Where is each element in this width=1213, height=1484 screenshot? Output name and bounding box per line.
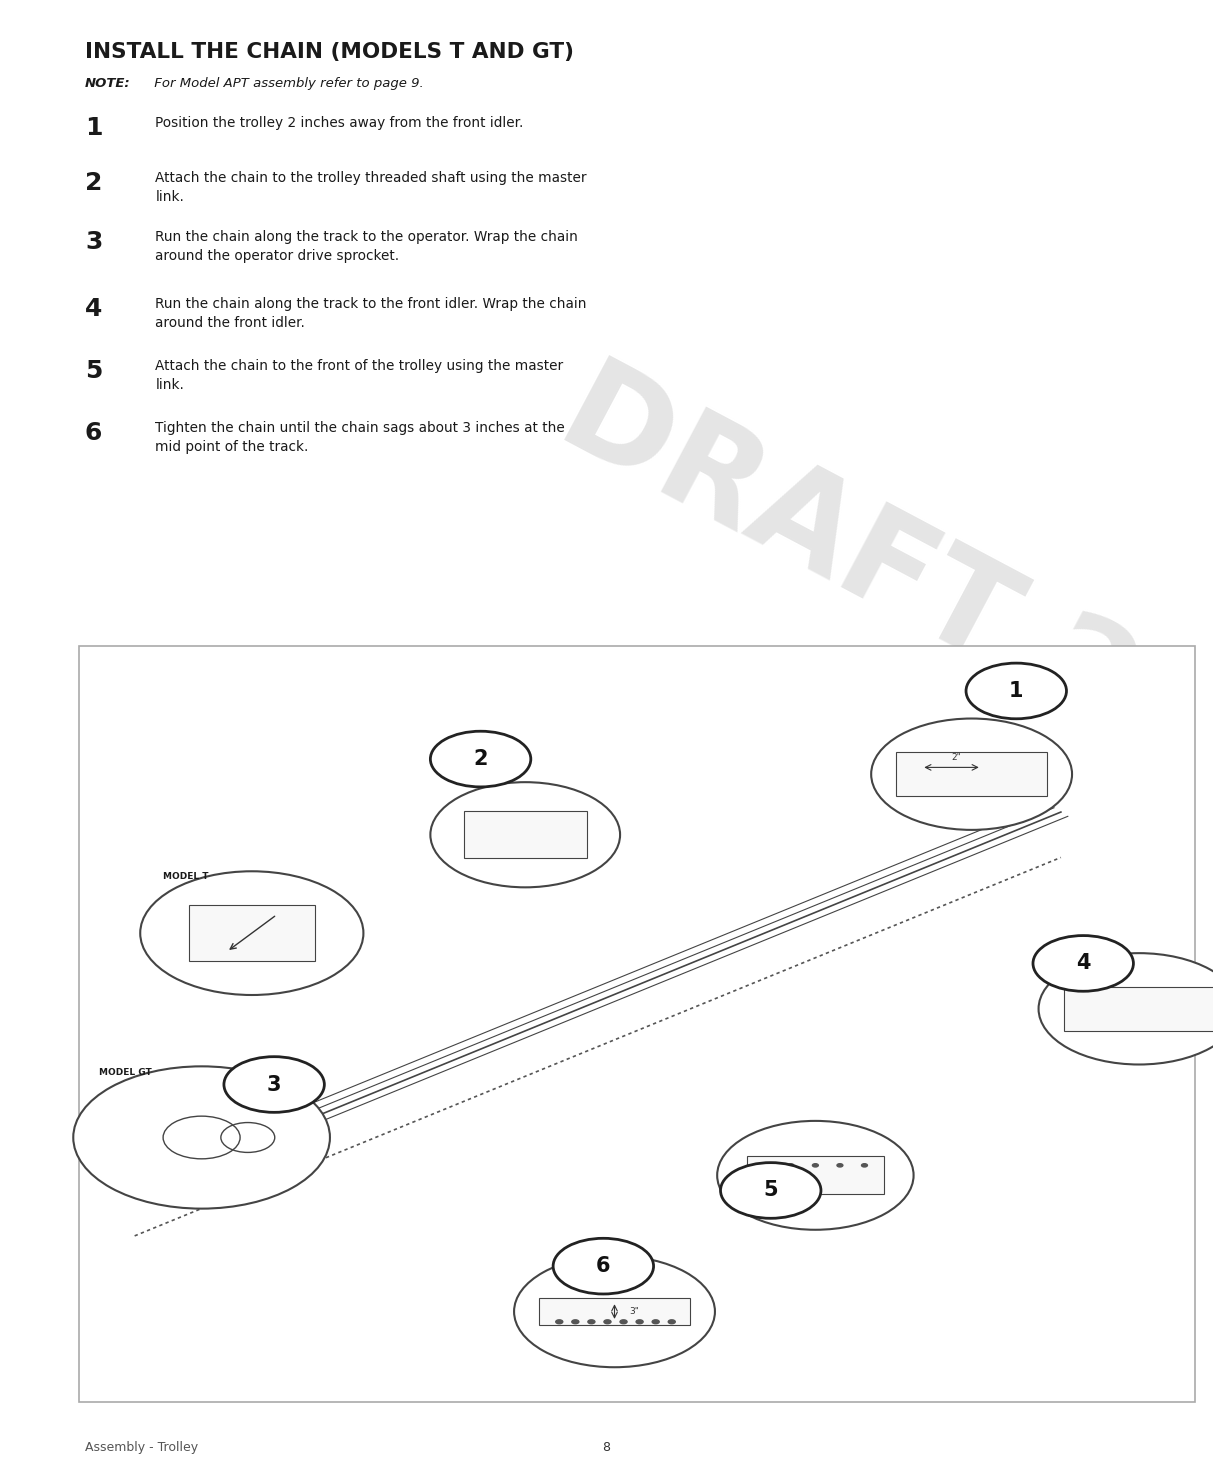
Bar xyxy=(896,752,1047,797)
Ellipse shape xyxy=(588,1319,594,1324)
Text: Run the chain along the track to the front idler. Wrap the chain
around the fron: Run the chain along the track to the fro… xyxy=(155,297,587,329)
Ellipse shape xyxy=(717,1120,913,1230)
Text: NOTE:: NOTE: xyxy=(85,77,131,91)
Ellipse shape xyxy=(721,1162,821,1218)
Ellipse shape xyxy=(653,1319,659,1324)
Ellipse shape xyxy=(604,1319,611,1324)
Text: 8: 8 xyxy=(603,1441,610,1454)
Ellipse shape xyxy=(514,1255,714,1367)
Ellipse shape xyxy=(966,663,1066,718)
Ellipse shape xyxy=(1033,935,1133,991)
Bar xyxy=(1064,987,1213,1031)
Text: 5: 5 xyxy=(763,1180,778,1201)
Ellipse shape xyxy=(73,1067,330,1208)
Ellipse shape xyxy=(837,1163,843,1166)
Text: Assembly - Trolley: Assembly - Trolley xyxy=(85,1441,198,1454)
Text: 3: 3 xyxy=(267,1074,281,1095)
Text: MODEL T: MODEL T xyxy=(163,871,209,880)
Ellipse shape xyxy=(431,732,531,787)
Ellipse shape xyxy=(224,1057,324,1113)
Text: Run the chain along the track to the operator. Wrap the chain
around the operato: Run the chain along the track to the ope… xyxy=(155,230,579,263)
Text: For Model APT assembly refer to page 9.: For Model APT assembly refer to page 9. xyxy=(150,77,425,91)
Text: 2: 2 xyxy=(85,171,102,194)
Ellipse shape xyxy=(861,1163,867,1166)
Text: 6: 6 xyxy=(596,1255,610,1276)
Ellipse shape xyxy=(788,1163,793,1166)
Ellipse shape xyxy=(553,1238,654,1294)
Ellipse shape xyxy=(668,1319,676,1324)
Bar xyxy=(747,1156,884,1195)
Ellipse shape xyxy=(636,1319,643,1324)
Ellipse shape xyxy=(763,1163,769,1166)
Text: DRAFT 2: DRAFT 2 xyxy=(541,344,1157,754)
Text: Tighten the chain until the chain sags about 3 inches at the
mid point of the tr: Tighten the chain until the chain sags a… xyxy=(155,421,565,454)
Text: 4: 4 xyxy=(1076,953,1090,974)
Text: 1: 1 xyxy=(85,116,102,139)
Ellipse shape xyxy=(1038,953,1213,1064)
Text: MODEL GT: MODEL GT xyxy=(99,1068,152,1077)
Text: TROLLEY: TROLLEY xyxy=(27,223,44,312)
Text: Position the trolley 2 inches away from the front idler.: Position the trolley 2 inches away from … xyxy=(155,116,524,129)
Text: Attach the chain to the front of the trolley using the master
link.: Attach the chain to the front of the tro… xyxy=(155,359,563,392)
Bar xyxy=(189,905,314,962)
Text: 2: 2 xyxy=(473,749,488,769)
Bar xyxy=(79,646,1195,1402)
Text: 2": 2" xyxy=(952,752,962,761)
Ellipse shape xyxy=(141,871,364,994)
Ellipse shape xyxy=(431,782,620,887)
Ellipse shape xyxy=(571,1319,579,1324)
Text: 6: 6 xyxy=(85,421,102,445)
Bar xyxy=(463,812,587,858)
Text: 1: 1 xyxy=(1009,681,1024,700)
Text: INSTALL THE CHAIN (MODELS T AND GT): INSTALL THE CHAIN (MODELS T AND GT) xyxy=(85,42,574,61)
Ellipse shape xyxy=(556,1319,563,1324)
Text: 3: 3 xyxy=(85,230,102,254)
Text: Attach the chain to the trolley threaded shaft using the master
link.: Attach the chain to the trolley threaded… xyxy=(155,171,587,203)
Text: 3": 3" xyxy=(630,1307,639,1316)
Bar xyxy=(539,1297,690,1325)
Text: 4: 4 xyxy=(85,297,102,321)
Text: 5: 5 xyxy=(85,359,102,383)
Ellipse shape xyxy=(813,1163,819,1166)
Ellipse shape xyxy=(871,718,1072,830)
Ellipse shape xyxy=(620,1319,627,1324)
